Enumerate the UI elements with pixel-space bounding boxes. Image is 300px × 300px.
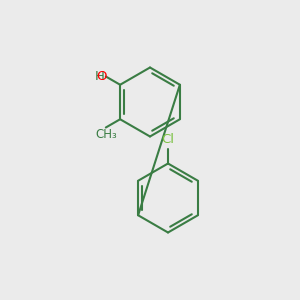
Text: CH₃: CH₃ — [95, 128, 117, 141]
Text: H: H — [94, 70, 104, 83]
Text: Cl: Cl — [161, 133, 175, 146]
Text: O: O — [96, 70, 107, 83]
